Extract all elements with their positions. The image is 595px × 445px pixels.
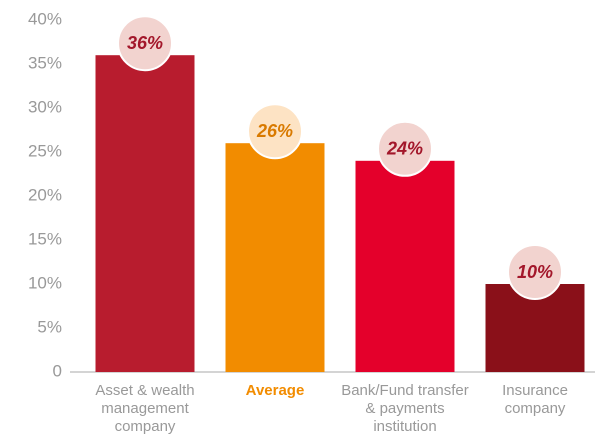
- bar: [225, 143, 325, 372]
- value-label: 36%: [127, 33, 163, 53]
- x-tick-label: Insurance company: [502, 382, 568, 417]
- value-label: 26%: [256, 121, 293, 141]
- y-tick-label: 5%: [37, 317, 62, 336]
- bar: [355, 160, 455, 372]
- bar: [95, 55, 195, 372]
- y-tick-label: 35%: [28, 53, 62, 72]
- value-bubble: [117, 15, 173, 72]
- y-tick-label: 20%: [28, 185, 62, 204]
- value-bubble: [507, 244, 563, 300]
- value-bubble: [247, 103, 303, 160]
- y-tick-label: 25%: [28, 141, 62, 160]
- value-label: 24%: [386, 139, 423, 159]
- x-tick-label: Asset & wealth management company: [95, 382, 195, 435]
- y-tick-label: 0: [53, 361, 62, 380]
- y-tick-label: 10%: [28, 273, 62, 292]
- value-bubble: [377, 120, 433, 177]
- y-tick-label: 15%: [28, 229, 62, 248]
- x-tick-label: Average: [245, 382, 305, 399]
- y-tick-label: 40%: [28, 9, 62, 28]
- value-label: 10%: [517, 262, 553, 282]
- y-tick-label: 30%: [28, 97, 62, 116]
- x-tick-label: Bank/Fund transfer & payments institutio…: [341, 382, 469, 435]
